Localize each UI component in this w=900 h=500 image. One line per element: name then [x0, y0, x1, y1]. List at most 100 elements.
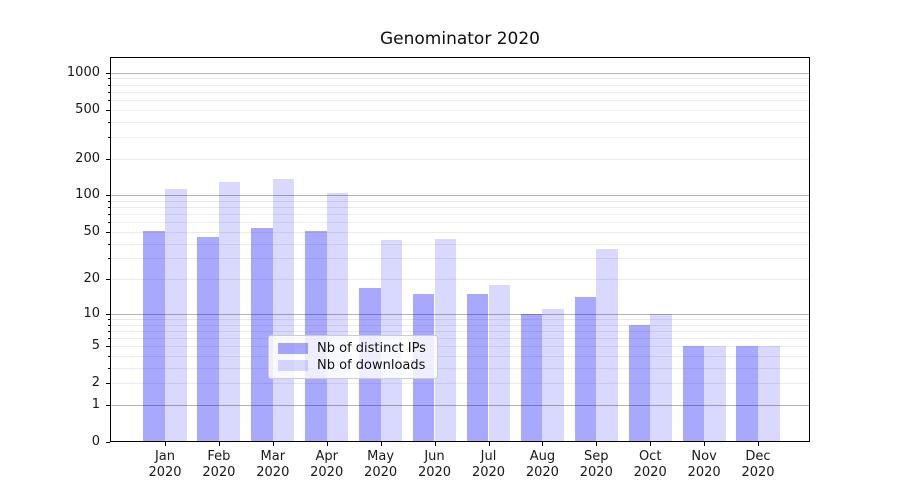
bar-distinct-ips — [143, 230, 165, 442]
bar-distinct-ips — [574, 297, 597, 442]
minor-gridline — [110, 330, 810, 332]
grid-layer — [110, 57, 810, 442]
x-tick-year: 2020 — [741, 465, 775, 480]
minor-gridline — [110, 258, 810, 260]
x-tick-year: 2020 — [364, 465, 398, 480]
y-minor-tickmark — [107, 279, 110, 281]
minor-gridline — [110, 109, 810, 111]
x-tick-year: 2020 — [202, 465, 236, 480]
legend-swatch-distinct-ips — [278, 343, 308, 354]
y-minor-tickmark — [107, 338, 110, 339]
bar-downloads — [488, 284, 511, 442]
y-tick-label: 50 — [83, 223, 100, 239]
x-tick-month: May — [367, 449, 395, 464]
plot-background — [110, 57, 810, 442]
legend-entry: Nb of downloads — [278, 357, 428, 374]
y-tickmark — [106, 442, 110, 443]
y-tick-label: 20 — [83, 271, 100, 287]
legend: Nb of distinct IPs Nb of downloads — [268, 335, 438, 379]
minor-gridline — [110, 356, 810, 357]
y-tickmark — [106, 404, 110, 406]
minor-gridline — [110, 99, 810, 101]
bar-distinct-ips — [682, 346, 705, 442]
x-tickmark — [596, 442, 598, 446]
x-tick-month: Apr — [315, 449, 338, 464]
y-minor-tickmark — [107, 84, 110, 86]
y-tick-label: 0 — [91, 434, 100, 449]
x-tick-year: 2020 — [525, 465, 559, 480]
minor-gridline — [110, 318, 810, 320]
x-tick-year: 2020 — [687, 465, 721, 480]
axes-spines — [110, 57, 810, 442]
x-tick-month: Mar — [260, 449, 286, 464]
y-minor-tickmark — [107, 200, 110, 202]
bar-downloads — [758, 346, 780, 442]
x-tick-label: Jan 2020 — [135, 449, 195, 481]
minor-gridline — [110, 243, 810, 245]
x-tick-label: Mar 2020 — [243, 449, 303, 481]
major-gridline — [110, 404, 810, 406]
bar-downloads — [596, 249, 618, 442]
x-tick-month: Jan — [154, 449, 176, 464]
major-gridline — [110, 195, 810, 197]
minor-gridline — [110, 383, 810, 385]
y-tick-label: 2 — [91, 375, 100, 391]
x-tick-year: 2020 — [471, 465, 506, 480]
x-tick-label: Nov 2020 — [674, 449, 734, 481]
x-tick-label: Apr 2020 — [297, 449, 357, 481]
bar-downloads — [165, 188, 187, 442]
x-tickmark — [758, 442, 759, 446]
x-tickmark — [650, 442, 652, 446]
y-minor-tickmark — [107, 367, 110, 369]
y-minor-tickmark — [107, 91, 110, 93]
y-minor-tickmark — [107, 243, 110, 245]
minor-gridline — [110, 78, 810, 80]
x-tick-year: 2020 — [579, 465, 613, 480]
major-gridline — [110, 313, 810, 315]
x-tickmark — [488, 442, 490, 446]
x-tickmark — [434, 442, 436, 446]
x-tick-year: 2020 — [633, 465, 667, 480]
x-tickmark — [542, 442, 544, 446]
y-minor-tickmark — [107, 158, 110, 160]
x-tick-month: Nov — [691, 449, 717, 464]
y-minor-tickmark — [107, 207, 110, 209]
legend-label: Nb of distinct IPs — [317, 341, 426, 356]
x-tick-year: 2020 — [417, 465, 452, 480]
legend-entry: Nb of distinct IPs — [278, 340, 428, 357]
y-minor-tickmark — [107, 258, 110, 260]
x-tick-label: Jun 2020 — [405, 449, 465, 481]
y-tick-label: 10 — [83, 305, 100, 321]
x-tick-month: Feb — [207, 449, 231, 464]
x-tick-month: Sep — [584, 449, 609, 464]
y-minor-tickmark — [107, 222, 110, 224]
y-minor-tickmark — [107, 136, 110, 138]
minor-gridline — [110, 346, 810, 348]
minor-gridline — [110, 279, 810, 281]
x-tickmark — [326, 442, 328, 446]
x-tickmark — [380, 442, 382, 446]
x-tick-year: 2020 — [256, 465, 290, 480]
x-tick-label: Sep 2020 — [566, 449, 626, 481]
bar-downloads — [218, 182, 241, 442]
y-tick-label: 200 — [75, 150, 100, 166]
bar-distinct-ips — [736, 346, 758, 442]
y-tick-label: 1 — [91, 396, 100, 412]
spine-bottom — [110, 441, 810, 442]
y-tick-label: 500 — [75, 101, 100, 117]
x-tick-label: Feb 2020 — [189, 449, 249, 481]
y-minor-tickmark — [107, 121, 110, 123]
y-minor-tickmark — [107, 109, 110, 111]
spine-right — [809, 57, 810, 442]
x-tickmark — [272, 442, 274, 446]
y-tick-label: 100 — [75, 187, 100, 203]
y-minor-tickmark — [107, 330, 110, 332]
x-tickmark — [218, 442, 220, 446]
minor-gridline — [110, 84, 810, 86]
minor-gridline — [110, 214, 810, 216]
minor-gridline — [110, 222, 810, 224]
minor-gridline — [110, 324, 810, 326]
x-tick-label: Dec 2020 — [728, 449, 788, 481]
y-minor-tickmark — [107, 383, 110, 385]
